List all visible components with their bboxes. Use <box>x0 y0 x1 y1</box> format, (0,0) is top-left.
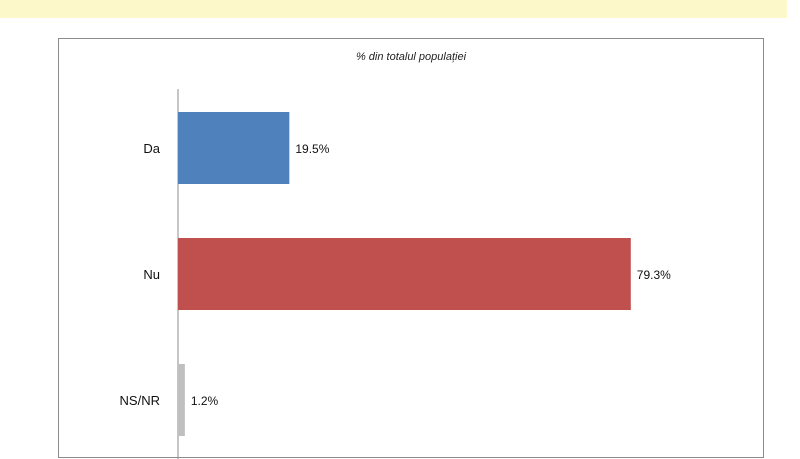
category-label: NS/NR <box>120 393 160 408</box>
value-label: 19.5% <box>295 142 329 156</box>
chart-title: % din totalul populației <box>355 51 467 63</box>
value-label: 1.2% <box>191 394 219 408</box>
header-highlight-strip <box>0 0 787 18</box>
bar-nu <box>178 238 631 310</box>
category-label: Da <box>143 141 160 156</box>
bar-da <box>178 112 290 184</box>
value-label: 79.3% <box>637 268 671 282</box>
chart-area: % din totalul populației Da 19.5% Nu 79.3% N… <box>58 38 764 459</box>
bar-ns-nr <box>178 364 185 436</box>
bar-chart: Da 19.5% Nu 79.3% NS/NR 1.2% <box>120 89 671 459</box>
category-label: Nu <box>143 267 160 282</box>
